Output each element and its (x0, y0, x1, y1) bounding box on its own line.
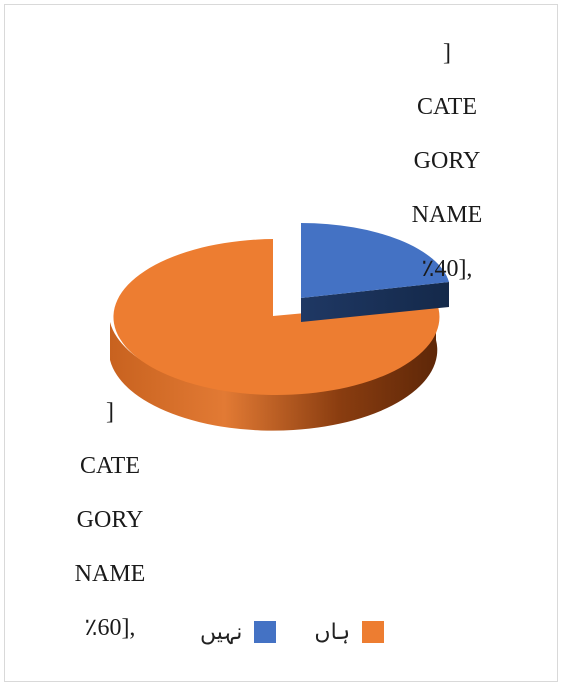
pie-slice-yes-side (110, 302, 438, 431)
chart-legend: ہاں نہیں (200, 612, 385, 652)
pie-slice-no (301, 223, 449, 298)
pie-slice-no-side (301, 282, 449, 322)
legend-label-no: نہیں (200, 619, 243, 645)
legend-swatch-no (254, 621, 277, 643)
legend-swatch-yes (362, 621, 385, 643)
legend-label-yes: ہاں (314, 619, 351, 645)
data-label-no: ] CATE GORY NAME ٪40], (411, 40, 483, 282)
pie-slice-yes (113, 239, 440, 395)
legend-item-yes: ہاں (314, 619, 385, 645)
legend-item-no: نہیں (200, 619, 277, 645)
data-label-yes: ] CATE GORY NAME ٪60], (74, 399, 146, 641)
